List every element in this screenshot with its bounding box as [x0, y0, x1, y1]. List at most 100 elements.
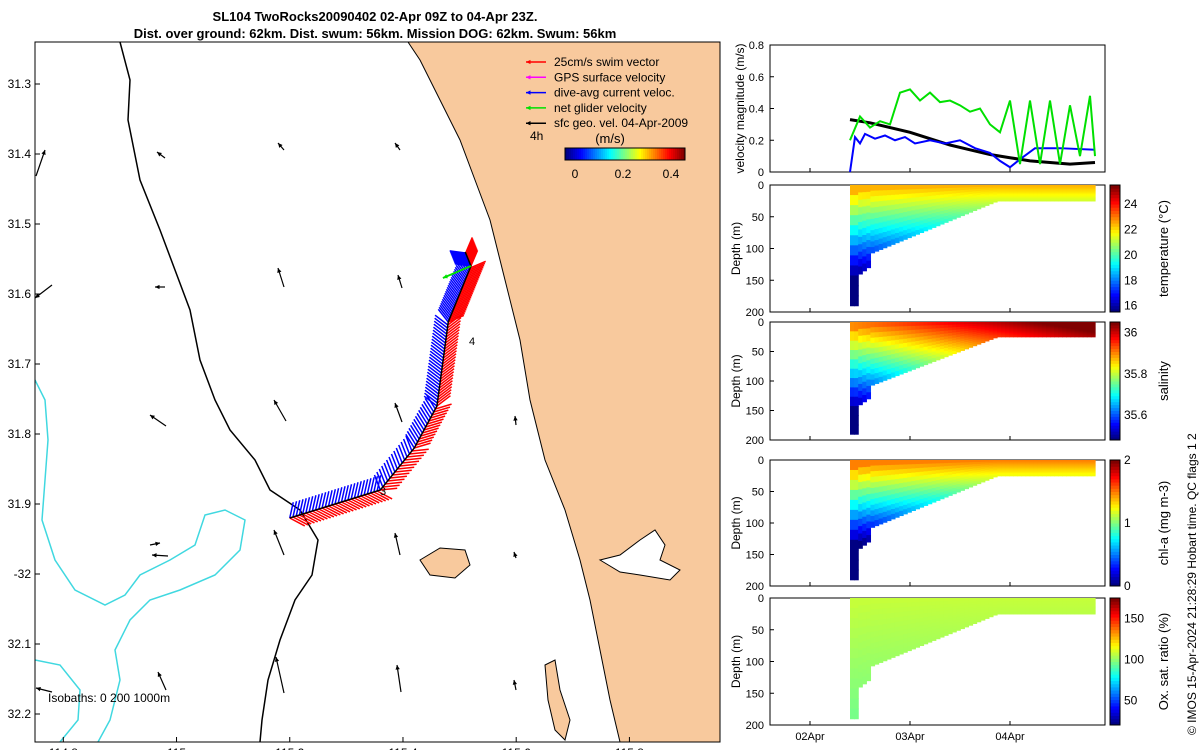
section-cell [972, 468, 978, 472]
section-cell [927, 605, 933, 610]
section-cell [870, 603, 876, 610]
section-cell [890, 652, 896, 658]
section-cell [919, 479, 925, 485]
section-cell [1001, 466, 1006, 469]
section-cell [984, 614, 990, 618]
dive-avg-vector [428, 362, 442, 374]
section-cell [1082, 331, 1088, 334]
section-cell [1078, 323, 1084, 326]
section-cell [878, 351, 884, 358]
section-cell [1058, 598, 1063, 600]
section-cell [1050, 467, 1055, 470]
section-cell [866, 385, 872, 393]
section-cell [1070, 330, 1076, 333]
section-cell [915, 484, 921, 490]
section-cell [886, 350, 892, 356]
section-cell [988, 615, 994, 618]
section-cell [956, 206, 961, 210]
section-cell [919, 629, 925, 635]
colorbar-swatch [589, 148, 592, 160]
section-cell [899, 369, 904, 375]
section-cell [1021, 466, 1027, 469]
section-cell [964, 598, 970, 601]
y-tick-label: -32 [14, 567, 32, 581]
section-cell [915, 337, 921, 342]
section-cell [984, 461, 990, 464]
section-cell [1009, 471, 1014, 474]
swim-vector [302, 513, 319, 523]
section-cell [854, 285, 859, 297]
section-cell [1005, 600, 1010, 603]
section-cell [870, 521, 876, 528]
swim-vector [452, 304, 469, 313]
section-cell [862, 537, 867, 546]
section-cell [992, 325, 998, 328]
section-cell [1001, 192, 1006, 195]
isobath-label: Isobaths: 0 200 1000m [48, 691, 170, 705]
section-cell [874, 653, 880, 660]
swim-vector [446, 320, 462, 332]
swim-vector [448, 312, 465, 321]
section-cell [915, 360, 921, 365]
dive-avg-vector [451, 254, 468, 258]
section-cell [968, 618, 974, 622]
section-cell [1037, 469, 1043, 472]
section-cell [948, 341, 953, 345]
section-cell [968, 189, 974, 193]
section-cell [866, 673, 872, 682]
section-cell [1062, 460, 1068, 462]
section-cell [890, 372, 896, 378]
section-cell [1017, 466, 1023, 469]
section-cell [960, 477, 965, 481]
section-cell [899, 365, 904, 371]
section-cell [1017, 611, 1023, 614]
section-cell [858, 397, 863, 406]
section-cell [952, 479, 957, 483]
section-cell [882, 200, 888, 207]
section-cell [1062, 463, 1068, 466]
section-cell [931, 354, 937, 359]
section-cell [886, 500, 892, 506]
colorbar-swatch [1110, 702, 1120, 707]
section-cell [1050, 471, 1055, 474]
section-cell [890, 234, 896, 240]
section-cell [878, 513, 884, 520]
section-cell [956, 187, 961, 191]
section-cell [866, 487, 872, 495]
section-cell [923, 226, 929, 232]
section-cell [850, 322, 855, 332]
section-cell [1090, 196, 1096, 199]
legend-label: GPS surface velocity [554, 70, 665, 84]
y-tick-label: 0 [758, 455, 764, 467]
section-cell [997, 598, 1002, 600]
y-tick-label: 31.4 [8, 147, 32, 161]
section-cell [1001, 609, 1006, 612]
section-cell [1070, 612, 1076, 615]
colorbar-swatch [1110, 286, 1120, 291]
section-cell [943, 185, 949, 189]
section-cell [1013, 322, 1019, 324]
section-cell [870, 235, 876, 243]
section-cell [972, 612, 978, 616]
section-cell [1058, 194, 1063, 197]
section-cell [882, 608, 888, 615]
section-cell [894, 483, 900, 490]
colorbar-swatch [1110, 383, 1120, 388]
section-cell [1070, 604, 1076, 607]
y-tick-label: 0 [758, 593, 764, 605]
section-cell [1001, 322, 1006, 324]
section-cell [862, 467, 867, 475]
section-cell [1054, 187, 1059, 190]
section-cell [1086, 460, 1092, 462]
colorbar-swatch [1110, 369, 1120, 373]
section-cell [984, 193, 990, 196]
section-cell [992, 336, 998, 339]
section-cell [886, 225, 892, 232]
section-cell [976, 471, 982, 475]
section-cell [1046, 609, 1051, 612]
arrow-shaft [35, 149, 46, 177]
section-cell [935, 473, 941, 478]
section-cell [1082, 196, 1088, 199]
section-cell [907, 202, 912, 208]
section-cell [1005, 467, 1010, 470]
